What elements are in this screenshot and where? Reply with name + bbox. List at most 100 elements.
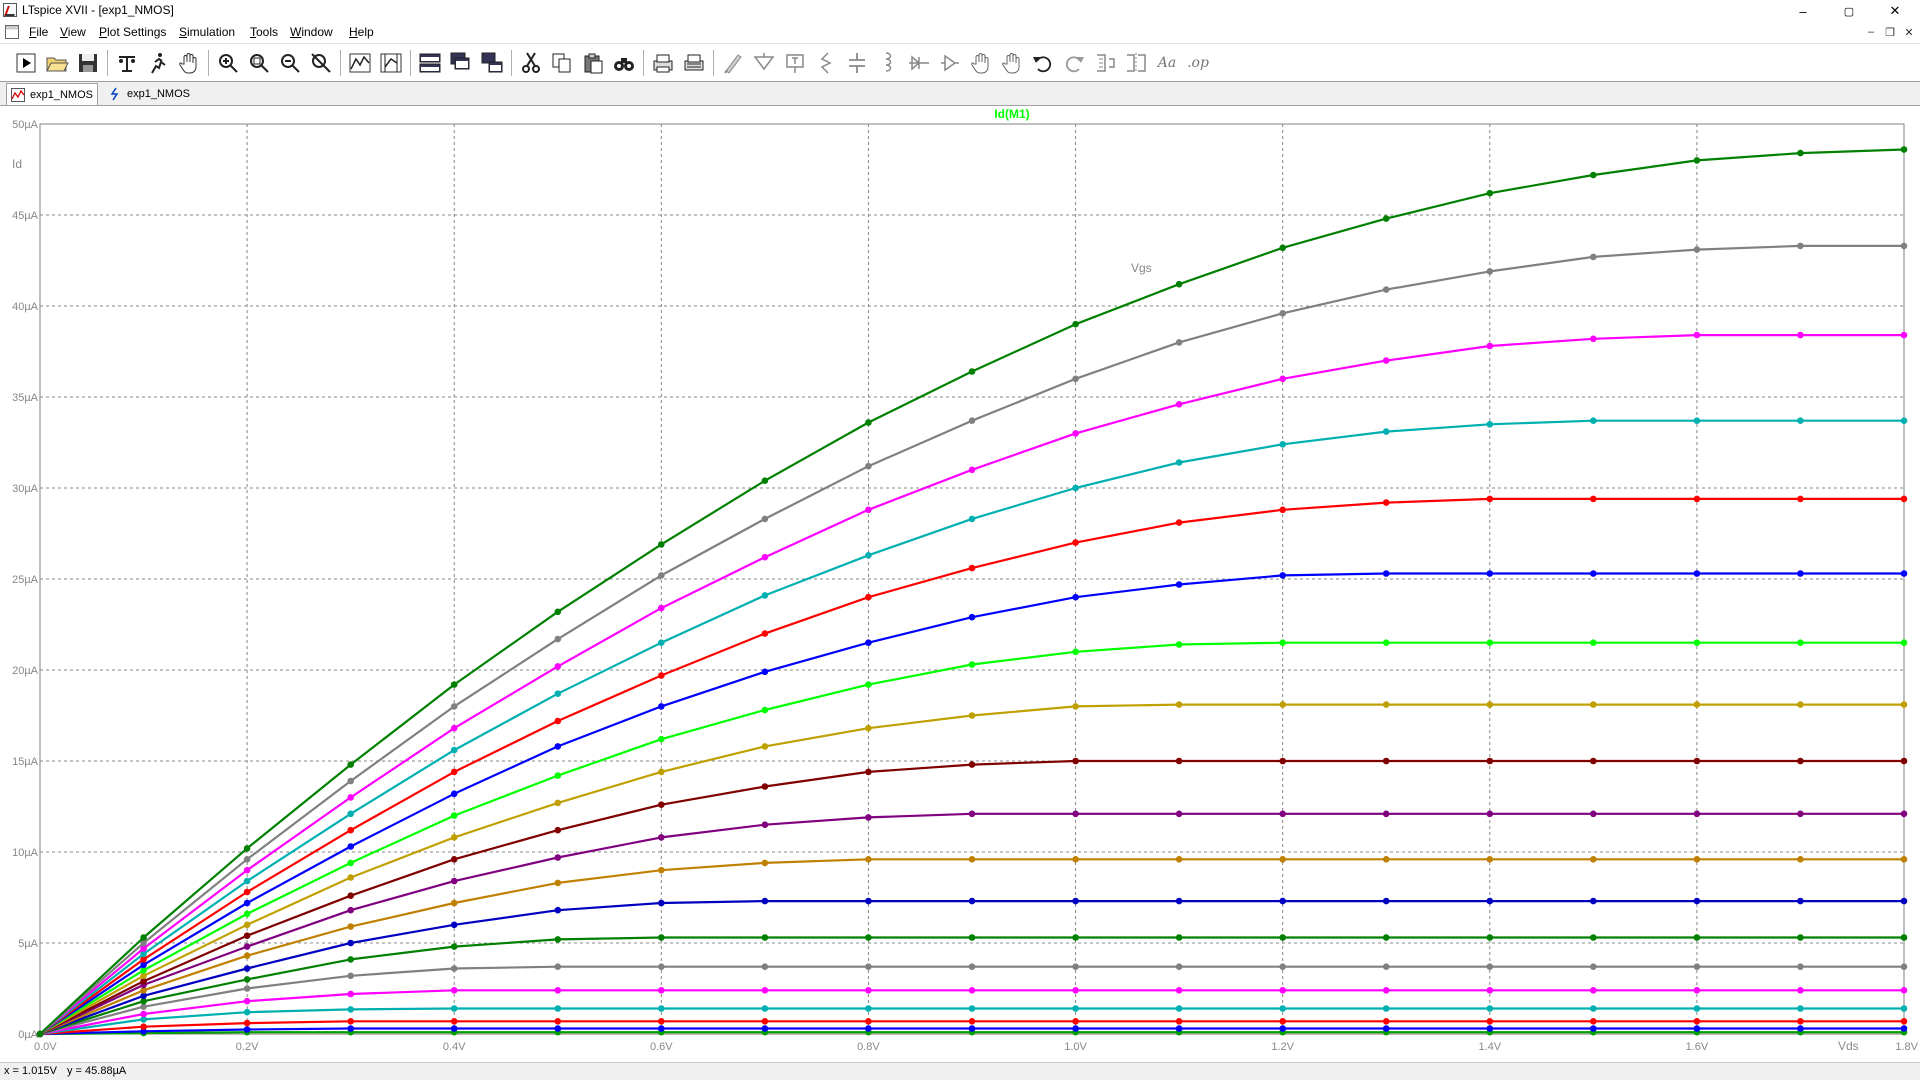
data-point (1382, 934, 1390, 941)
tile-vertical-button[interactable] (478, 49, 506, 77)
autorange-button[interactable] (346, 49, 374, 77)
data-point (1072, 1005, 1079, 1012)
data-point (865, 1018, 872, 1025)
data-point (1072, 1018, 1079, 1025)
data-point (865, 987, 872, 994)
data-point (968, 810, 976, 818)
close-button[interactable]: ✕ (1889, 3, 1901, 18)
label-net-button[interactable] (781, 49, 809, 77)
document-icon[interactable] (5, 25, 19, 39)
data-point (968, 856, 976, 863)
data-point (450, 899, 458, 907)
menu-help[interactable]: Help (349, 25, 374, 39)
menu-simulation[interactable]: Simulation (179, 25, 236, 39)
waveform-chart[interactable]: 0.0V 0.2V 0.4V 0.6V 0.8V 1.0V 1.2V 1.4V 1.6V 1.8V… (0, 106, 1920, 1062)
capacitor-button[interactable] (843, 49, 871, 77)
data-point (658, 1025, 665, 1032)
data-point (1175, 934, 1183, 941)
run-button[interactable] (12, 49, 40, 77)
spice-directive-icon: .op (1187, 55, 1209, 71)
resistor-icon (820, 52, 832, 74)
x-tick-label: 1.4V (1478, 1041, 1501, 1053)
text-button[interactable]: Aa (1153, 49, 1181, 77)
data-point (1797, 757, 1804, 765)
data-point (1693, 639, 1701, 646)
data-point (1072, 1025, 1079, 1032)
minimize-button[interactable]: – (1799, 3, 1807, 19)
tab-schematic[interactable]: exp1_NMOS (104, 84, 194, 104)
rotate-icon (1097, 54, 1115, 72)
data-point (347, 923, 355, 930)
data-point (140, 934, 147, 941)
data-point (865, 963, 872, 970)
print-setup-button[interactable] (680, 49, 708, 77)
save-button[interactable] (74, 49, 102, 77)
undo-button[interactable] (1029, 49, 1057, 77)
menu-view[interactable]: View (60, 25, 86, 39)
data-point (1797, 856, 1804, 863)
mdi-close-button[interactable]: ✕ (1904, 26, 1914, 39)
zoom-out-button[interactable] (276, 49, 304, 77)
data-point (140, 977, 147, 985)
control-panel-button[interactable] (113, 49, 141, 77)
data-point (1486, 421, 1494, 428)
menu-plot-settings[interactable]: Plot Settings (99, 25, 167, 39)
menu-window[interactable]: Window (290, 25, 333, 39)
data-point (1900, 1005, 1908, 1012)
move-button[interactable] (967, 49, 995, 77)
data-point (1279, 572, 1286, 579)
component-button[interactable] (936, 49, 964, 77)
menu-file[interactable]: File (29, 25, 49, 39)
mdi-restore-button[interactable]: ❐ (1885, 26, 1895, 39)
diode-button[interactable] (905, 49, 933, 77)
zoom-in-button[interactable] (214, 49, 242, 77)
find-button[interactable] (610, 49, 638, 77)
tile-horizontal-button[interactable] (416, 49, 444, 77)
pan-hand-button[interactable] (175, 49, 203, 77)
data-point (140, 961, 147, 969)
data-point (1693, 495, 1701, 503)
text-icon: Aa (1157, 55, 1177, 71)
menu-tools[interactable]: Tools (250, 25, 279, 39)
manual-limits-button[interactable] (377, 49, 405, 77)
wire-button[interactable] (719, 49, 747, 77)
redo-button[interactable] (1060, 49, 1088, 77)
data-point (1693, 570, 1701, 577)
mdi-minimize-button[interactable]: – (1867, 26, 1875, 38)
tab-label: exp1_NMOS (30, 88, 93, 101)
print-button[interactable] (649, 49, 677, 77)
zoom-full-icon (250, 54, 269, 73)
waveform-plot-pane[interactable]: 0.0V 0.2V 0.4V 0.6V 0.8V 1.0V 1.2V 1.4V 1.6V 1.8V… (0, 106, 1920, 1062)
data-point (1486, 897, 1494, 905)
find-icon (614, 58, 634, 71)
zoom-cancel-button[interactable] (307, 49, 335, 77)
copy-button[interactable] (548, 49, 576, 77)
rotate-button[interactable] (1091, 49, 1119, 77)
ground-button[interactable] (750, 49, 778, 77)
spice-directive-button[interactable]: .op (1184, 49, 1212, 77)
data-point (1693, 331, 1701, 339)
zoom-full-button[interactable] (245, 49, 273, 77)
tab-waveform[interactable]: exp1_NMOS (6, 83, 98, 105)
y-tick-label: 40µA (12, 301, 39, 313)
ltspice-app-icon[interactable] (3, 3, 17, 17)
data-point (761, 515, 769, 523)
resistor-button[interactable] (812, 49, 840, 77)
data-point (1797, 242, 1804, 250)
x-tick-label: 1.8V (1895, 1041, 1918, 1053)
maximize-button[interactable]: ▢ (1843, 5, 1855, 18)
cut-button[interactable] (517, 49, 545, 77)
open-button[interactable] (43, 49, 71, 77)
cursor-y-readout: y = 45.88µA (67, 1065, 127, 1077)
run-sim-button[interactable] (144, 49, 172, 77)
move-icon (971, 53, 989, 74)
inductor-button[interactable] (874, 49, 902, 77)
paste-button[interactable] (579, 49, 607, 77)
cascade-button[interactable] (447, 49, 475, 77)
toolbar-separator (713, 50, 714, 76)
data-point (1072, 484, 1079, 492)
data-point (1382, 570, 1390, 577)
drag-button[interactable] (998, 49, 1026, 77)
data-point (1382, 639, 1390, 646)
mirror-button[interactable] (1122, 49, 1150, 77)
